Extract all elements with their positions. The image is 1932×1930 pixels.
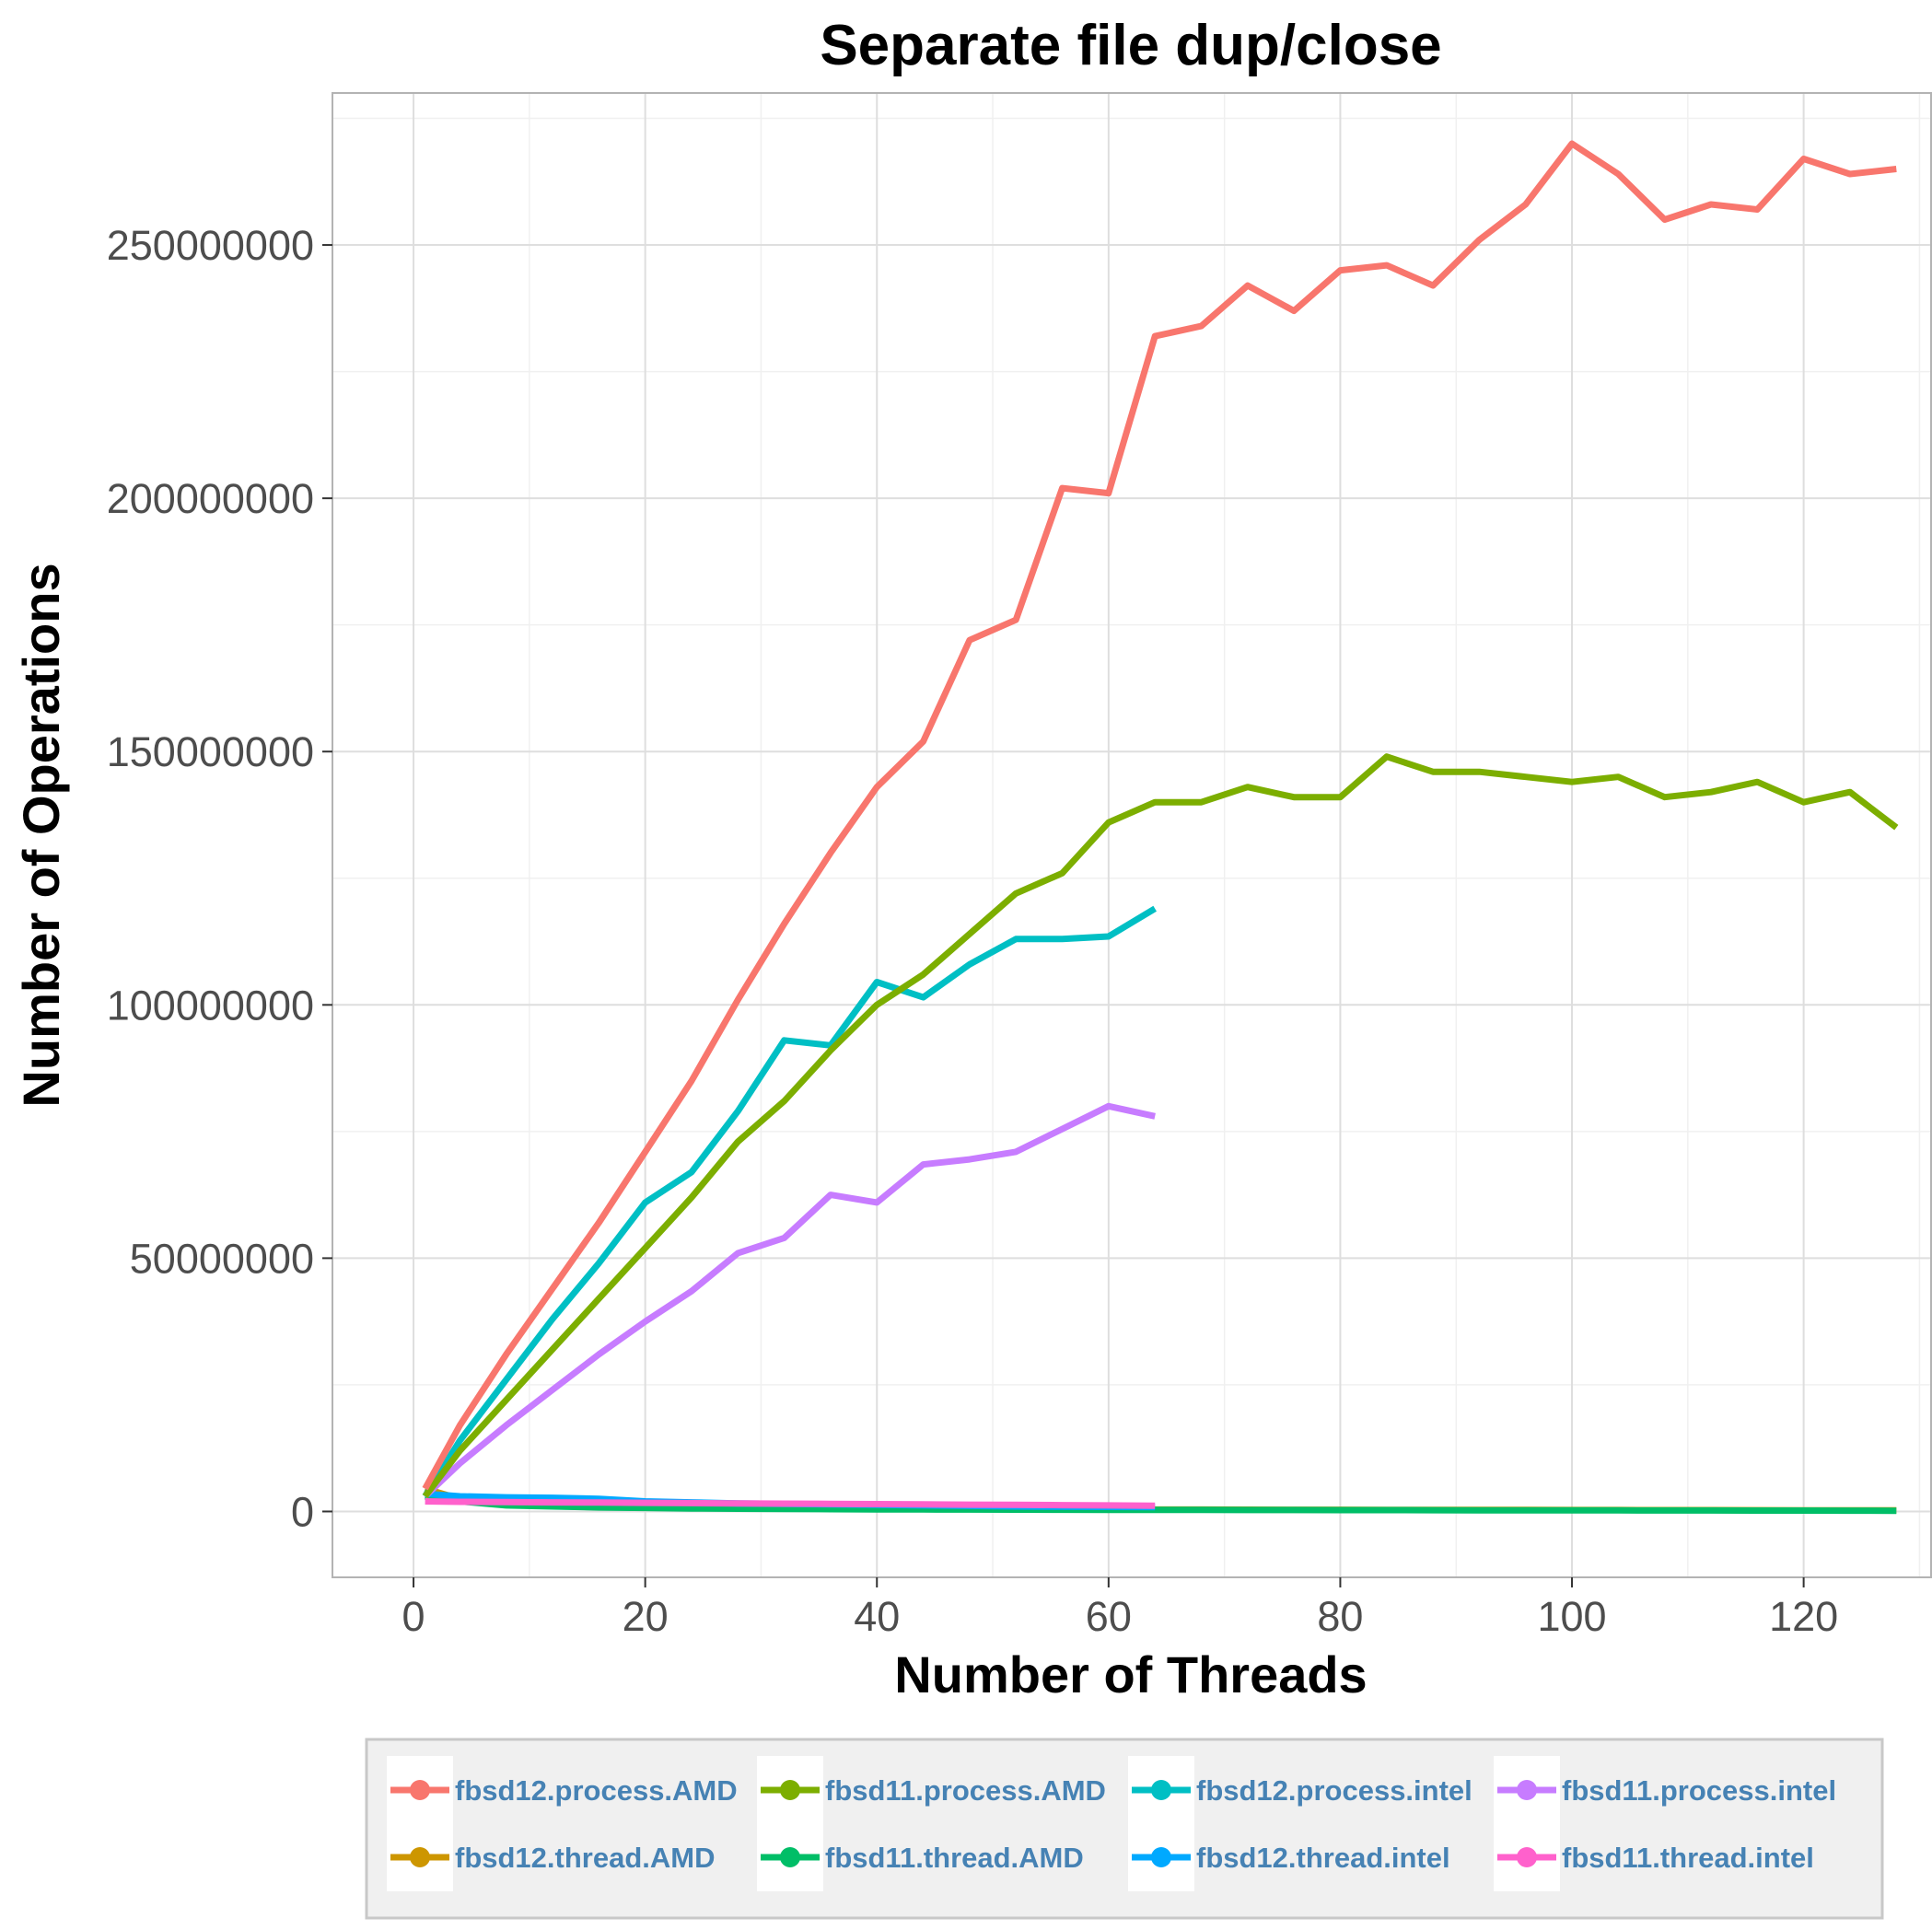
x-tick-label: 120 bbox=[1769, 1593, 1838, 1640]
y-tick-label: 200000000 bbox=[107, 475, 314, 522]
legend-key-point bbox=[1151, 1847, 1171, 1867]
y-axis-title: Number of Operations bbox=[12, 563, 70, 1107]
y-tick-label: 150000000 bbox=[107, 728, 314, 775]
legend-key-point bbox=[410, 1780, 430, 1800]
x-axis-title: Number of Threads bbox=[894, 1645, 1367, 1703]
y-tick-label: 50000000 bbox=[130, 1235, 314, 1282]
series-line-fbsd11-thread-AMD bbox=[425, 1493, 1897, 1515]
series-line-fbsd12-process-intel bbox=[422, 905, 1157, 1498]
y-axis-ticks: 0 50000000 100000000 150000000 200000000 2500… bbox=[107, 222, 332, 1535]
x-axis-ticks: 0 20 40 60 80 100 120 bbox=[402, 1577, 1838, 1640]
major-gridlines bbox=[332, 93, 1931, 1577]
legend-label: fbsd12.process.intel bbox=[1196, 1774, 1472, 1807]
chart-title: Separate file dup/close bbox=[820, 14, 1441, 77]
legend-box bbox=[365, 1738, 1884, 1920]
legend-items: fbsd12.process.AMD fbsd11.process.AMD fbsd… bbox=[387, 1756, 1836, 1891]
legend-label: fbsd11.thread.AMD bbox=[825, 1842, 1084, 1874]
legend-key-point bbox=[780, 1780, 800, 1800]
legend-key-point bbox=[1517, 1780, 1537, 1800]
y-tick-label: 100000000 bbox=[107, 982, 314, 1029]
legend-key-point bbox=[410, 1847, 430, 1867]
legend-label: fbsd11.process.AMD bbox=[825, 1774, 1106, 1807]
series-line-fbsd12-process-AMD bbox=[422, 140, 1897, 1491]
legend-key-point bbox=[780, 1847, 800, 1867]
legend-key-point bbox=[1517, 1847, 1537, 1867]
legend-label: fbsd12.thread.intel bbox=[1196, 1842, 1450, 1874]
legend-label: fbsd12.thread.AMD bbox=[455, 1842, 715, 1874]
series-lines bbox=[422, 140, 1899, 1515]
y-tick-label: 0 bbox=[291, 1488, 314, 1535]
legend-label: fbsd11.thread.intel bbox=[1562, 1842, 1814, 1874]
legend: fbsd12.process.AMD fbsd11.process.AMD fbsd… bbox=[365, 1738, 1884, 1920]
minor-gridlines bbox=[332, 93, 1931, 1577]
series-line-fbsd11-process-intel bbox=[423, 1102, 1156, 1499]
series-line-fbsd11-thread-intel bbox=[425, 1498, 1156, 1509]
x-tick-label: 0 bbox=[402, 1593, 425, 1640]
legend-key-point bbox=[1151, 1780, 1171, 1800]
y-tick-label: 250000000 bbox=[107, 222, 314, 269]
series-line-fbsd11-process-AMD bbox=[422, 753, 1899, 1499]
x-tick-label: 20 bbox=[623, 1593, 669, 1640]
x-tick-label: 40 bbox=[854, 1593, 900, 1640]
plot-panel-border bbox=[332, 92, 1932, 1578]
x-tick-label: 60 bbox=[1086, 1593, 1132, 1640]
x-tick-label: 100 bbox=[1537, 1593, 1606, 1640]
legend-label: fbsd11.process.intel bbox=[1562, 1774, 1836, 1807]
x-tick-label: 80 bbox=[1317, 1593, 1363, 1640]
legend-label: fbsd12.process.AMD bbox=[455, 1774, 738, 1807]
